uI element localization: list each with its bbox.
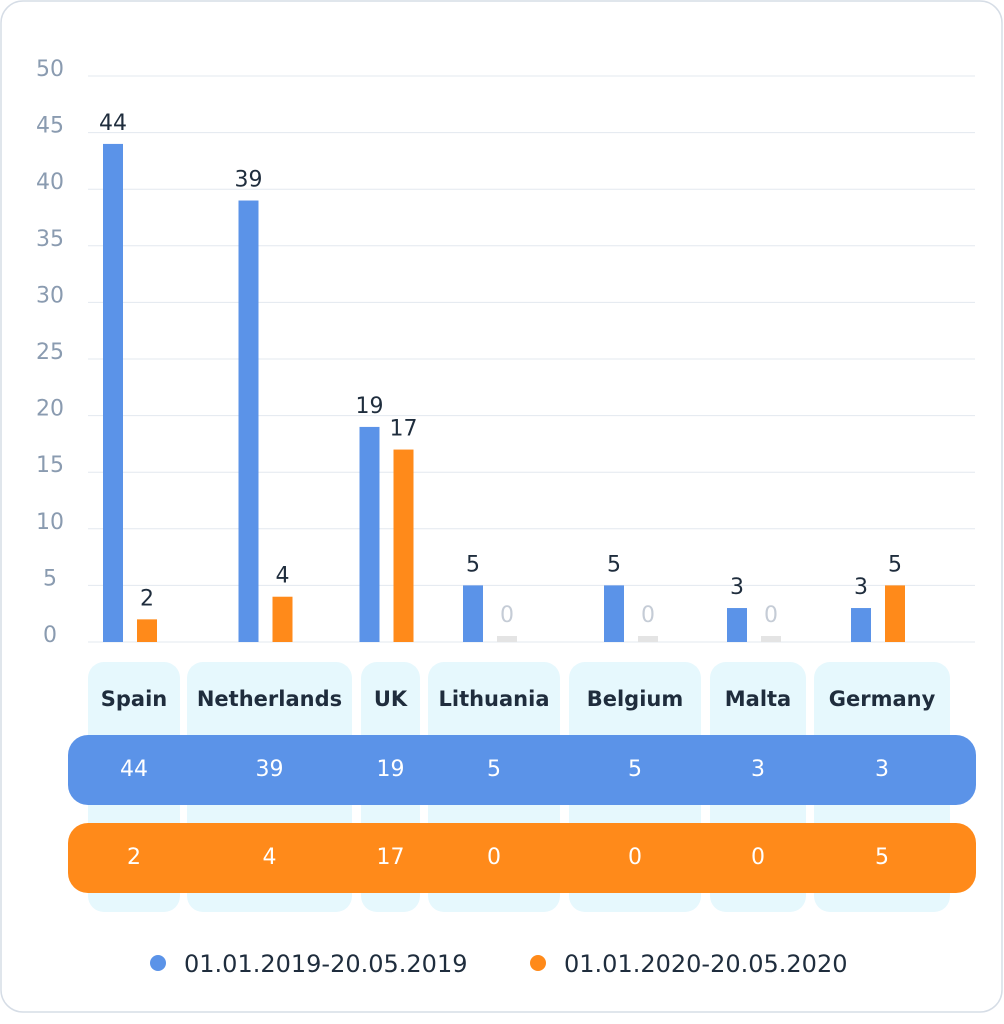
bar	[761, 636, 781, 642]
y-tick-label: 25	[36, 340, 64, 365]
table-value: 0	[751, 845, 765, 870]
table-value: 3	[751, 757, 765, 782]
legend-marker	[150, 955, 166, 971]
table-value: 44	[120, 757, 148, 782]
y-tick-label: 0	[43, 623, 57, 648]
category-label: Spain	[101, 687, 167, 711]
y-tick-label: 50	[36, 57, 64, 82]
legend-marker	[530, 955, 546, 971]
table-value: 3	[875, 757, 889, 782]
data-label: 0	[500, 603, 514, 628]
category-label: Belgium	[587, 687, 684, 711]
table-value: 39	[256, 757, 284, 782]
y-tick-label: 30	[36, 283, 64, 308]
table-value: 5	[487, 757, 501, 782]
bar	[137, 619, 157, 642]
table-row	[68, 823, 976, 893]
table-value: 19	[377, 757, 405, 782]
category-label: Lithuania	[438, 687, 549, 711]
category-label: Netherlands	[197, 687, 342, 711]
bar	[359, 426, 380, 642]
y-tick-label: 35	[36, 227, 64, 252]
bar	[604, 585, 624, 642]
bar	[238, 200, 259, 642]
category-label: UK	[374, 687, 408, 711]
data-label: 3	[854, 575, 868, 600]
data-label: 44	[99, 111, 127, 136]
data-label: 17	[390, 417, 418, 442]
y-tick-label: 10	[36, 510, 64, 535]
bar	[463, 585, 483, 642]
bar	[272, 596, 293, 642]
table-value: 5	[628, 757, 642, 782]
category-label: Malta	[725, 687, 791, 711]
data-label: 2	[140, 586, 154, 611]
category-label: Germany	[829, 687, 936, 711]
bar	[393, 449, 414, 642]
y-tick-label: 15	[36, 453, 64, 478]
bar	[638, 636, 658, 642]
y-tick-label: 45	[36, 114, 64, 139]
legend-label: 01.01.2020-20.05.2020	[564, 950, 848, 978]
table-value: 4	[263, 845, 277, 870]
data-label: 5	[466, 552, 480, 577]
data-label: 0	[764, 603, 778, 628]
y-tick-label: 5	[43, 566, 57, 591]
data-label: 5	[607, 552, 621, 577]
legend-label: 01.01.2019-20.05.2019	[184, 950, 468, 978]
data-label: 0	[641, 603, 655, 628]
table-value: 5	[875, 845, 889, 870]
table-value: 2	[127, 845, 141, 870]
y-tick-label: 20	[36, 397, 64, 422]
table-value: 17	[377, 845, 405, 870]
data-label: 39	[235, 168, 263, 193]
bar	[727, 608, 747, 642]
table-value: 0	[628, 845, 642, 870]
bar	[885, 585, 905, 642]
data-label: 19	[356, 394, 384, 419]
data-label: 4	[276, 564, 290, 589]
y-tick-label: 40	[36, 170, 64, 195]
bar	[851, 608, 871, 642]
bar	[497, 636, 517, 642]
data-label: 5	[888, 552, 902, 577]
table-value: 0	[487, 845, 501, 870]
bar	[103, 143, 123, 643]
data-label: 3	[730, 575, 744, 600]
table-row	[68, 735, 976, 805]
